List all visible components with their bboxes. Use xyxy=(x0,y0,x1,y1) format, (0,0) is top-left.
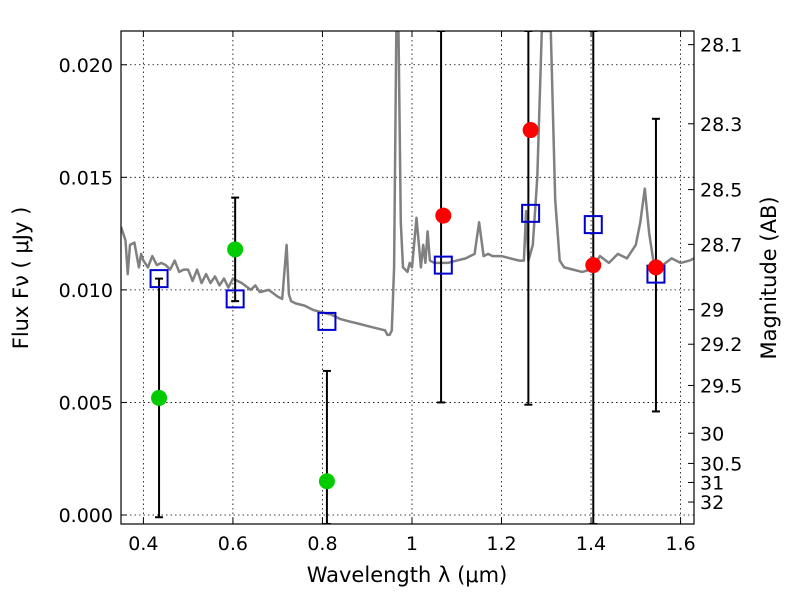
right-tick-label: 32 xyxy=(700,492,724,514)
right-tick-label: 29.5 xyxy=(700,375,742,397)
right-tick-label: 28.7 xyxy=(700,234,742,256)
x-tick-label: 1.2 xyxy=(486,533,516,555)
x-tick-label: 1.4 xyxy=(576,533,606,555)
right-tick-label: 28.1 xyxy=(700,35,742,57)
y-axis-right-label: Magnitude (AB) xyxy=(757,196,781,359)
x-tick-label: 0.6 xyxy=(218,533,248,555)
y-tick-label: 0.015 xyxy=(59,167,113,189)
data-point-marker xyxy=(151,389,168,406)
data-point-marker xyxy=(522,122,539,139)
grid xyxy=(121,31,694,524)
right-tick-label: 29 xyxy=(700,300,724,322)
y-tick-label: 0.000 xyxy=(59,505,113,527)
y-axis-label: Flux Fν ( μJy ) xyxy=(9,207,33,350)
y-axis-left: 0.000 0.005 0.010 0.015 0.020 xyxy=(59,55,127,527)
y-tick-label: 0.005 xyxy=(59,392,113,414)
data-point-marker xyxy=(318,473,335,490)
x-tick-label: 1 xyxy=(406,533,418,555)
right-tick-label: 28.5 xyxy=(700,180,742,202)
model-square-marker xyxy=(225,289,245,309)
y-tick-label: 0.010 xyxy=(59,280,113,302)
right-tick-label: 29.2 xyxy=(700,334,742,356)
right-tick-label: 28.3 xyxy=(700,114,742,136)
data-point-marker xyxy=(647,259,664,276)
x-axis-label: Wavelength λ (μm) xyxy=(307,563,508,587)
right-tick-label: 31 xyxy=(700,472,724,494)
right-tick-label: 30.5 xyxy=(700,453,742,475)
data-point-marker xyxy=(585,257,602,274)
model-square-marker xyxy=(149,269,169,289)
spectrum-line xyxy=(121,31,694,337)
x-tick-label: 1.6 xyxy=(665,533,695,555)
x-axis: 0.4 0.6 0.8 1 1.2 1.4 1.6 xyxy=(128,31,696,555)
right-tick-label: 30 xyxy=(700,423,724,445)
y-tick-label: 0.020 xyxy=(59,55,113,77)
x-tick-label: 0.4 xyxy=(128,533,158,555)
x-tick-label: 0.8 xyxy=(307,533,337,555)
model-square-marker xyxy=(583,215,603,235)
series-layer xyxy=(121,31,694,524)
plot-frame xyxy=(120,30,695,525)
model-square-marker xyxy=(521,203,541,223)
model-square-marker xyxy=(433,255,453,275)
data-point-marker xyxy=(227,241,244,258)
model-square-marker xyxy=(317,311,337,331)
data-point-marker xyxy=(435,207,452,224)
